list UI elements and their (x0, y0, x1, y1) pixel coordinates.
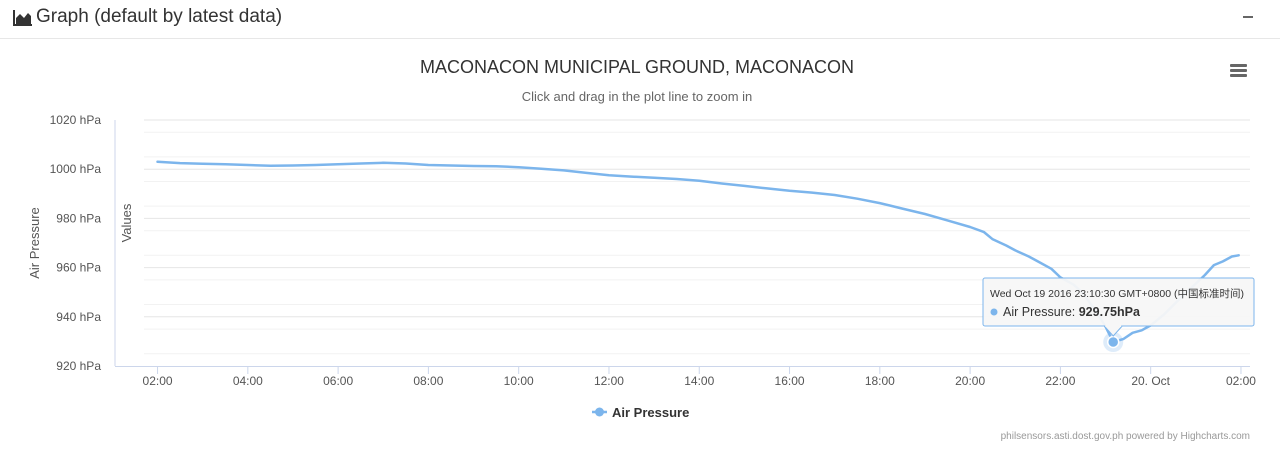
y-tick-label: 1020 hPa (50, 113, 102, 127)
panel-title: Graph (default by latest data) (36, 6, 283, 27)
menu-bar (1230, 74, 1247, 77)
x-tick-label: 06:00 (323, 374, 353, 388)
hamburger-menu-icon[interactable] (1230, 64, 1247, 77)
x-tick-label: 16:00 (775, 374, 805, 388)
tooltip-value: 929.75hPa (1079, 305, 1141, 319)
legend[interactable]: Air Pressure (592, 405, 689, 420)
x-tick-label: 20:00 (955, 374, 985, 388)
chart-container[interactable]: MACONACON MUNICIPAL GROUND, MACONACON Cli… (0, 39, 1280, 450)
tooltip-series-dot (990, 308, 998, 316)
x-tick-label: 02:00 (1226, 374, 1256, 388)
y-tick-label: 960 hPa (56, 261, 101, 275)
tooltip-series-name: Air Pressure (1003, 305, 1072, 319)
x-tick-label: 22:00 (1045, 374, 1075, 388)
x-tick-label: 02:00 (143, 374, 173, 388)
collapse-button[interactable] (1238, 4, 1260, 26)
y-axis-title: Air Pressure (27, 207, 42, 279)
x-tick-label: 14:00 (684, 374, 714, 388)
x-tick-label: 10:00 (504, 374, 534, 388)
y-axis-title-secondary: Values (119, 203, 134, 242)
menu-bar (1230, 69, 1247, 72)
y-tick-label: 980 hPa (56, 211, 101, 225)
tooltip-series-line: Air Pressure: 929.75hPa (1003, 305, 1141, 319)
x-tick-label: 18:00 (865, 374, 895, 388)
menu-bar (1230, 64, 1247, 67)
legend-marker (595, 407, 604, 417)
x-tick-label: 04:00 (233, 374, 263, 388)
tooltip-pointer (1103, 325, 1123, 337)
y-tick-label: 1000 hPa (50, 162, 102, 176)
tooltip: Wed Oct 19 2016 23:10:30 GMT+0800 (中国标准时… (982, 277, 1255, 337)
series-line-air-pressure[interactable] (156, 160, 1240, 344)
credits-link: philsensors.asti.dost.gov.ph powered by … (1001, 431, 1250, 442)
tooltip-header: Wed Oct 19 2016 23:10:30 GMT+0800 (中国标准时… (990, 287, 1244, 300)
chart-subtitle: Click and drag in the plot line to zoom … (522, 89, 753, 104)
y-tick-label: 920 hPa (56, 359, 101, 373)
legend-item-air-pressure: Air Pressure (612, 405, 689, 420)
data-point-marker[interactable] (1106, 335, 1120, 349)
line-chart[interactable]: MACONACON MUNICIPAL GROUND, MACONACON Cli… (0, 39, 1280, 450)
tooltip-separator: : (1072, 305, 1079, 319)
x-tick-label: 12:00 (594, 374, 624, 388)
x-tick-label: 20. Oct (1131, 374, 1170, 388)
y-tick-label: 940 hPa (56, 310, 101, 324)
minus-icon (1243, 16, 1253, 18)
area-chart-icon (13, 10, 32, 26)
x-tick-label: 08:00 (413, 374, 443, 388)
chart-title: MACONACON MUNICIPAL GROUND, MACONACON (420, 57, 854, 77)
panel-header: Graph (default by latest data) (0, 0, 1280, 39)
